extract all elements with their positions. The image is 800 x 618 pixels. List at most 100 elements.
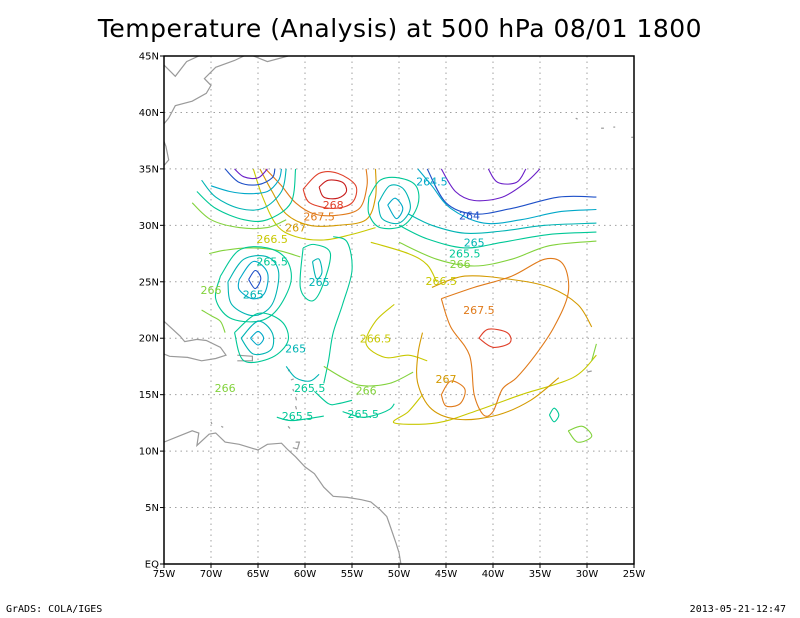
contour-line [416, 332, 560, 421]
contour-label: 265.5 [282, 410, 314, 423]
coastline [292, 388, 295, 392]
coastline [287, 425, 291, 429]
contour-line [214, 246, 292, 323]
x-tick-label: 45W [435, 569, 458, 580]
contour-line [201, 168, 287, 211]
contour-label: 266 [450, 258, 471, 271]
x-tick-label: 35W [529, 569, 552, 580]
contour-line [318, 179, 348, 200]
contour-line [191, 202, 287, 230]
contour-line [342, 403, 395, 418]
contour-line [250, 330, 265, 346]
contour-line [276, 415, 324, 422]
y-tick-label: 25N [139, 277, 159, 288]
coastline [164, 56, 200, 78]
contour-line [398, 240, 597, 267]
y-tick-label: 5N [145, 503, 159, 514]
y-tick-label: 10N [139, 447, 159, 458]
x-tick-label: 50W [388, 569, 411, 580]
contour-line [285, 366, 320, 382]
contour-line [259, 168, 377, 227]
coastline [164, 56, 245, 166]
y-tick-label: 45N [139, 52, 159, 63]
contour-label: 265.5 [449, 248, 481, 261]
contour-label: 264.5 [416, 175, 448, 188]
grid-lines [164, 56, 634, 564]
contour-line [417, 168, 597, 225]
contour-line [478, 328, 512, 348]
contour-line [252, 168, 376, 241]
contour-label: 265.5 [348, 408, 380, 421]
contour-line [311, 258, 323, 280]
contour-label: 264 [459, 209, 480, 222]
coastline [237, 354, 253, 362]
footer-timestamp: 2013-05-21-12:47 [689, 604, 786, 615]
contour-label: 267 [436, 373, 457, 386]
contour-label: 265.5 [256, 256, 288, 269]
contour-label: 266 [215, 382, 236, 395]
chart-title: Temperature (Analysis) at 500 hPa 08/01 … [97, 14, 703, 43]
contour-line [431, 275, 593, 328]
contour-line [365, 303, 428, 362]
x-tick-label: 60W [294, 569, 317, 580]
coastline [164, 320, 227, 362]
contour-line [237, 260, 269, 300]
coastline [308, 414, 311, 417]
contour-line [387, 197, 404, 220]
contour-line [548, 407, 560, 423]
contour-line [377, 184, 411, 225]
contour-label: 268 [323, 199, 344, 212]
contour-line [370, 241, 438, 283]
contour-labels: 268267.5267266.5264.5264265265.5266265.5… [201, 175, 495, 423]
contour-label: 266.5 [256, 233, 288, 246]
contour-line [299, 243, 332, 302]
contour-label: 267 [285, 222, 306, 235]
contour-label: 267.5 [303, 210, 335, 223]
contour-line [227, 255, 280, 317]
contour-line [426, 168, 597, 215]
x-tick-label: 70W [200, 569, 223, 580]
contour-line [233, 312, 290, 364]
contour-line [487, 168, 527, 185]
contour-line [208, 247, 301, 258]
contour-line [398, 224, 597, 249]
y-tick-label: 35N [139, 164, 159, 175]
x-tick-label: 40W [482, 569, 505, 580]
coastlines [164, 56, 634, 564]
contour-label: 265 [243, 288, 264, 301]
coastline [253, 56, 289, 63]
contour-lines [191, 168, 597, 443]
coastline [295, 405, 298, 410]
x-tick-label: 30W [576, 569, 599, 580]
x-tick-label: 65W [247, 569, 270, 580]
contour-line [302, 171, 358, 209]
y-tick-label: 20N [139, 334, 159, 345]
contour-label: 266.5 [360, 332, 392, 345]
contour-label: 265 [285, 343, 306, 356]
y-tick-label: EQ [145, 560, 159, 571]
x-tick-label: 75W [153, 569, 176, 580]
contour-label: 266 [201, 284, 222, 297]
axis-ticks: 75W 70W 65W 60W 55W 50W 45W 40W 35W 30W 25W EQ 5N 10N… [139, 52, 646, 581]
coastline [220, 425, 224, 428]
coastline [586, 370, 592, 373]
coastline [575, 117, 578, 120]
x-tick-label: 25W [623, 569, 646, 580]
contour-line [314, 390, 353, 406]
contour-line [323, 236, 353, 384]
contour-line [240, 320, 275, 356]
footer-credit: GrADS: COLA/IGES [6, 604, 103, 615]
y-tick-label: 15N [139, 390, 159, 401]
contour-line [196, 168, 297, 223]
coastline [210, 421, 213, 425]
contour-line [440, 257, 570, 417]
contour-line [248, 269, 262, 290]
contour-line [224, 168, 276, 186]
contour-line [210, 168, 283, 195]
contour-line [567, 425, 593, 443]
contour-line [323, 365, 414, 387]
contour-line [367, 176, 420, 230]
y-tick-label: 40N [139, 108, 159, 119]
contour-line [201, 309, 226, 333]
x-tick-label: 55W [341, 569, 364, 580]
